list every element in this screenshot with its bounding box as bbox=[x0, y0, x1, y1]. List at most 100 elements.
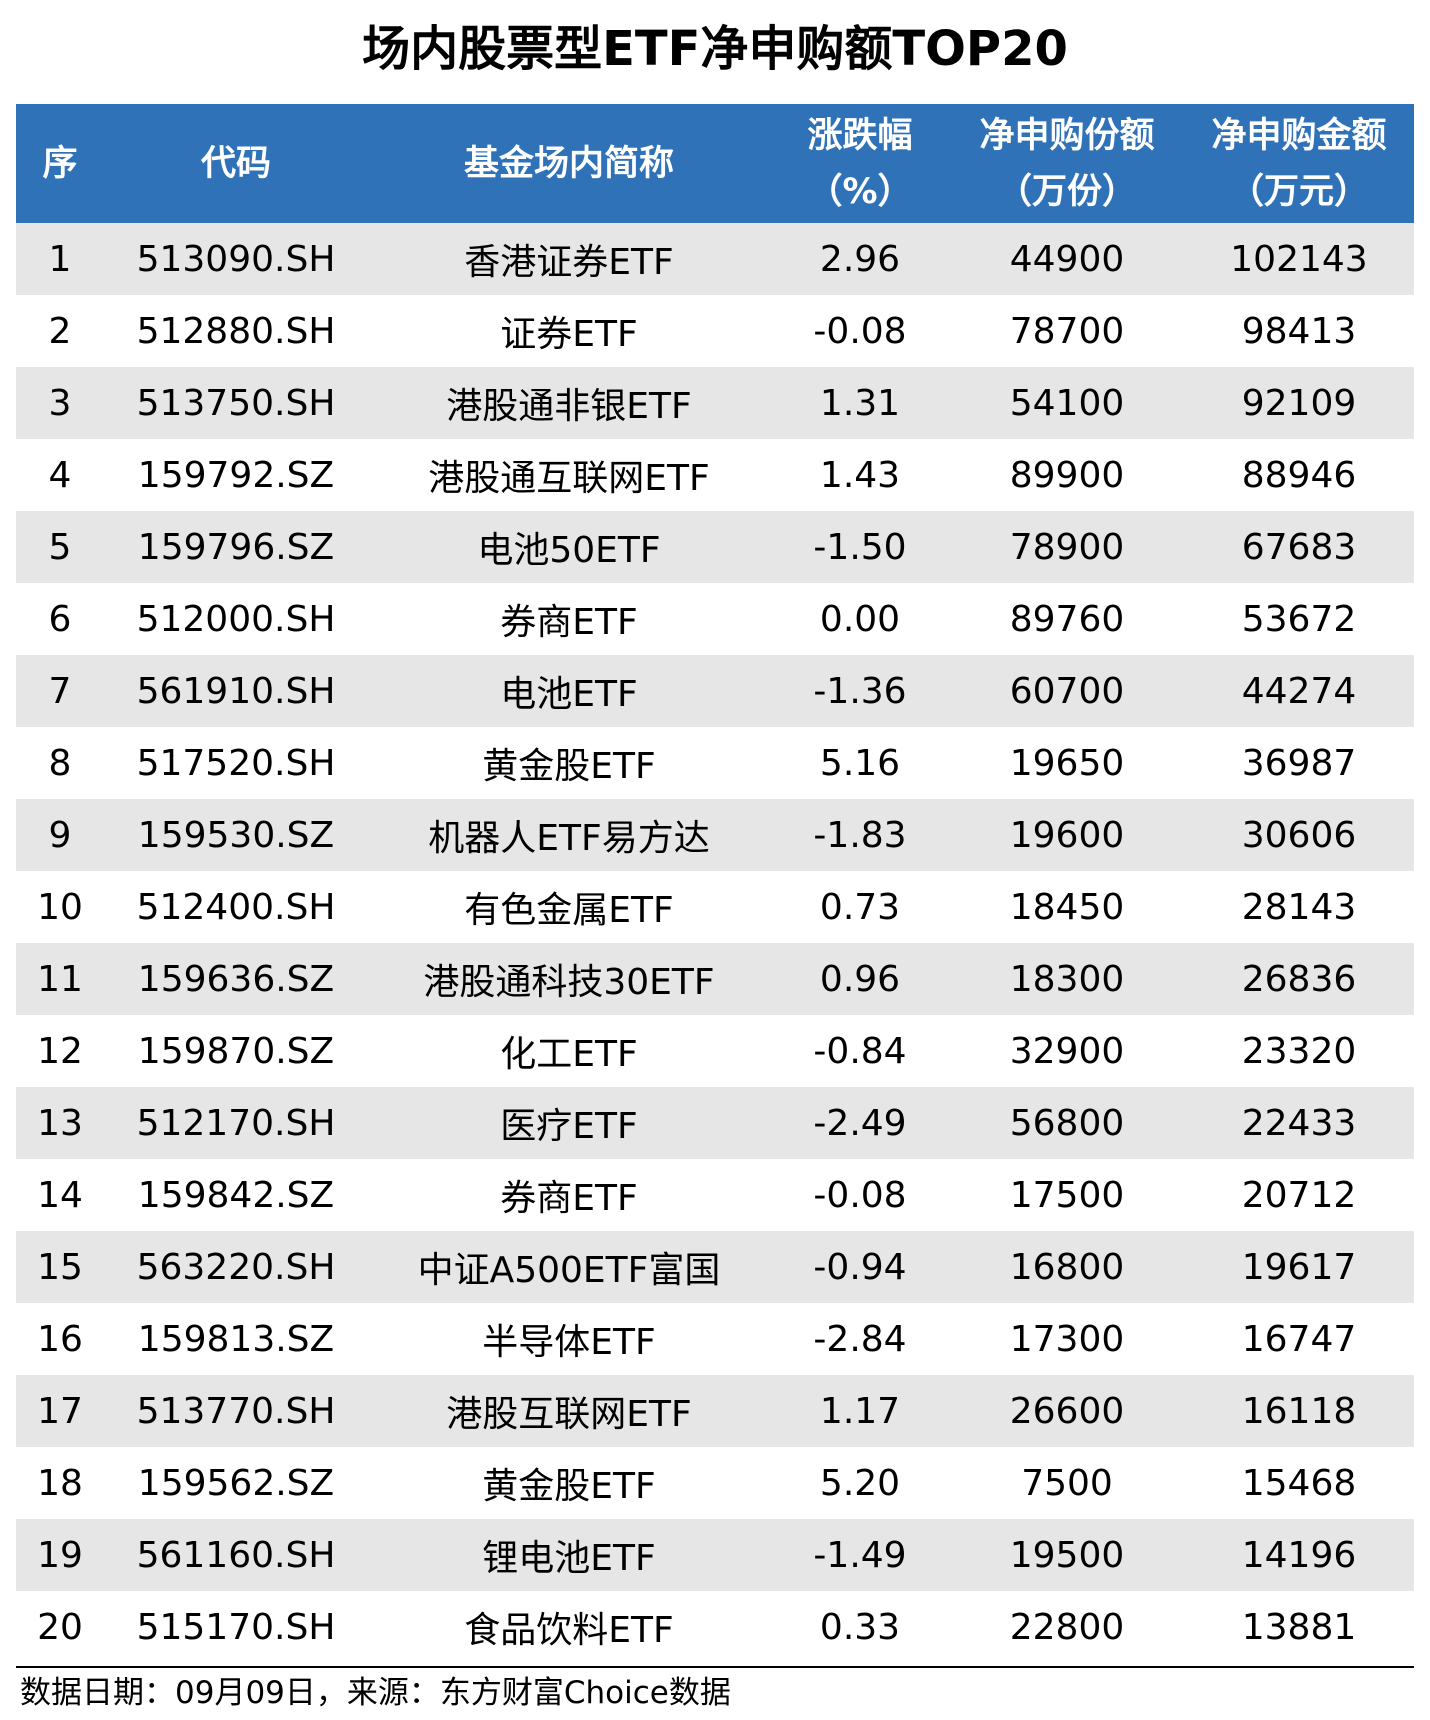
net-shares-cell: 26600 bbox=[1009, 1390, 1125, 1432]
table-row: 7 561910.SH 电池ETF -1.36 60700 44274 bbox=[16, 655, 1414, 727]
rank-cell: 13 bbox=[37, 1102, 83, 1144]
rank-cell: 14 bbox=[37, 1174, 83, 1216]
table-row: 12 159870.SZ 化工ETF -0.84 32900 23320 bbox=[16, 1015, 1414, 1087]
table-row: 19 561160.SH 锂电池ETF -1.49 19500 14196 bbox=[16, 1519, 1414, 1591]
rank-cell: 12 bbox=[37, 1030, 83, 1072]
header-rank: 序 bbox=[16, 104, 104, 223]
net-amount-cell: 92109 bbox=[1241, 382, 1357, 424]
net-shares-cell: 89760 bbox=[1009, 598, 1125, 640]
header-name: 基金场内简称 bbox=[368, 104, 770, 223]
net-amount-cell: 23320 bbox=[1241, 1030, 1357, 1072]
table-row: 11 159636.SZ 港股通科技30ETF 0.96 18300 26836 bbox=[16, 943, 1414, 1015]
change-cell: -0.84 bbox=[813, 1030, 907, 1072]
change-cell: 1.43 bbox=[819, 454, 901, 496]
footer-divider bbox=[16, 1666, 1414, 1668]
net-amount-cell: 30606 bbox=[1241, 814, 1357, 856]
table-row: 20 515170.SH 食品饮料ETF 0.33 22800 13881 bbox=[16, 1591, 1414, 1663]
rank-cell: 19 bbox=[37, 1534, 83, 1576]
rank-cell: 15 bbox=[37, 1246, 83, 1288]
change-cell: 5.16 bbox=[819, 742, 901, 784]
header-row: 序 代码 基金场内简称 涨跌幅 （%） 净申购份额 （万份） 净申购金额 （万元… bbox=[16, 104, 1414, 223]
name-cell: 电池ETF bbox=[500, 674, 638, 715]
rank-cell: 18 bbox=[37, 1462, 83, 1504]
rank-cell: 9 bbox=[48, 814, 72, 856]
header-change-unit: （%） bbox=[807, 171, 913, 212]
code-cell: 561160.SH bbox=[136, 1534, 336, 1576]
net-amount-cell: 14196 bbox=[1241, 1534, 1357, 1576]
header-net-shares-label: 净申购份额 bbox=[979, 115, 1155, 156]
change-cell: -0.08 bbox=[813, 310, 907, 352]
table-row: 16 159813.SZ 半导体ETF -2.84 17300 16747 bbox=[16, 1303, 1414, 1375]
net-amount-cell: 26836 bbox=[1241, 958, 1357, 1000]
table-title: 场内股票型ETF净申购额TOP20 bbox=[362, 21, 1068, 77]
name-cell: 中证A500ETF富国 bbox=[417, 1250, 721, 1291]
name-cell: 港股通科技30ETF bbox=[423, 962, 715, 1003]
table-row: 18 159562.SZ 黄金股ETF 5.20 7500 15468 bbox=[16, 1447, 1414, 1519]
net-amount-cell: 16747 bbox=[1241, 1318, 1357, 1360]
name-cell: 香港证券ETF bbox=[464, 242, 674, 283]
name-cell: 黄金股ETF bbox=[482, 1466, 656, 1507]
rank-cell: 10 bbox=[37, 886, 83, 928]
name-cell: 港股互联网ETF bbox=[446, 1394, 692, 1435]
net-shares-cell: 32900 bbox=[1009, 1030, 1125, 1072]
change-cell: -1.83 bbox=[813, 814, 907, 856]
code-cell: 159842.SZ bbox=[137, 1174, 335, 1216]
code-cell: 159870.SZ bbox=[137, 1030, 335, 1072]
net-amount-cell: 53672 bbox=[1241, 598, 1357, 640]
rank-cell: 11 bbox=[37, 958, 83, 1000]
rank-cell: 4 bbox=[48, 454, 72, 496]
header-change-label: 涨跌幅 bbox=[807, 115, 913, 156]
code-cell: 512170.SH bbox=[136, 1102, 336, 1144]
change-cell: 2.96 bbox=[819, 238, 901, 280]
code-cell: 159792.SZ bbox=[137, 454, 335, 496]
table-row: 4 159792.SZ 港股通互联网ETF 1.43 89900 88946 bbox=[16, 439, 1414, 511]
net-shares-cell: 17300 bbox=[1009, 1318, 1125, 1360]
rank-cell: 20 bbox=[37, 1606, 83, 1648]
change-cell: 0.96 bbox=[819, 958, 901, 1000]
net-shares-cell: 78700 bbox=[1009, 310, 1125, 352]
rank-cell: 3 bbox=[48, 382, 72, 424]
rank-cell: 8 bbox=[48, 742, 72, 784]
net-amount-cell: 16118 bbox=[1241, 1390, 1357, 1432]
net-shares-cell: 17500 bbox=[1009, 1174, 1125, 1216]
net-shares-cell: 19650 bbox=[1009, 742, 1125, 784]
code-cell: 517520.SH bbox=[136, 742, 336, 784]
net-shares-cell: 19600 bbox=[1009, 814, 1125, 856]
net-amount-cell: 67683 bbox=[1241, 526, 1357, 568]
table-row: 2 512880.SH 证券ETF -0.08 78700 98413 bbox=[16, 295, 1414, 367]
header-net-amount: 净申购金额 （万元） bbox=[1184, 104, 1414, 223]
change-cell: 0.33 bbox=[819, 1606, 901, 1648]
code-cell: 513750.SH bbox=[136, 382, 336, 424]
name-cell: 半导体ETF bbox=[482, 1322, 656, 1363]
name-cell: 机器人ETF易方达 bbox=[428, 818, 710, 859]
change-cell: -1.49 bbox=[813, 1534, 907, 1576]
net-shares-cell: 56800 bbox=[1009, 1102, 1125, 1144]
table-row: 5 159796.SZ 电池50ETF -1.50 78900 67683 bbox=[16, 511, 1414, 583]
code-cell: 512880.SH bbox=[136, 310, 336, 352]
etf-table: 序 代码 基金场内简称 涨跌幅 （%） 净申购份额 （万份） 净申购金额 （万元… bbox=[16, 104, 1414, 1663]
net-amount-cell: 13881 bbox=[1241, 1606, 1357, 1648]
change-cell: -0.94 bbox=[813, 1246, 907, 1288]
code-cell: 159796.SZ bbox=[137, 526, 335, 568]
change-cell: -0.08 bbox=[813, 1174, 907, 1216]
net-amount-cell: 88946 bbox=[1241, 454, 1357, 496]
code-cell: 563220.SH bbox=[136, 1246, 336, 1288]
header-rank-label: 序 bbox=[42, 143, 78, 184]
code-cell: 561910.SH bbox=[136, 670, 336, 712]
table-row: 9 159530.SZ 机器人ETF易方达 -1.83 19600 30606 bbox=[16, 799, 1414, 871]
table-header: 序 代码 基金场内简称 涨跌幅 （%） 净申购份额 （万份） 净申购金额 （万元… bbox=[16, 104, 1414, 223]
change-cell: 5.20 bbox=[819, 1462, 901, 1504]
source-note: 数据日期：09月09日，来源：东方财富Choice数据 bbox=[20, 1675, 731, 1711]
change-cell: 1.17 bbox=[819, 1390, 901, 1432]
name-cell: 电池50ETF bbox=[477, 530, 661, 571]
net-amount-cell: 102143 bbox=[1230, 238, 1368, 280]
code-cell: 512400.SH bbox=[136, 886, 336, 928]
net-amount-cell: 28143 bbox=[1241, 886, 1357, 928]
header-name-label: 基金场内简称 bbox=[463, 143, 674, 184]
name-cell: 券商ETF bbox=[500, 602, 638, 643]
table-row: 3 513750.SH 港股通非银ETF 1.31 54100 92109 bbox=[16, 367, 1414, 439]
header-net-shares-unit: （万份） bbox=[996, 171, 1137, 212]
net-amount-cell: 36987 bbox=[1241, 742, 1357, 784]
name-cell: 证券ETF bbox=[500, 314, 638, 355]
rank-cell: 5 bbox=[48, 526, 72, 568]
